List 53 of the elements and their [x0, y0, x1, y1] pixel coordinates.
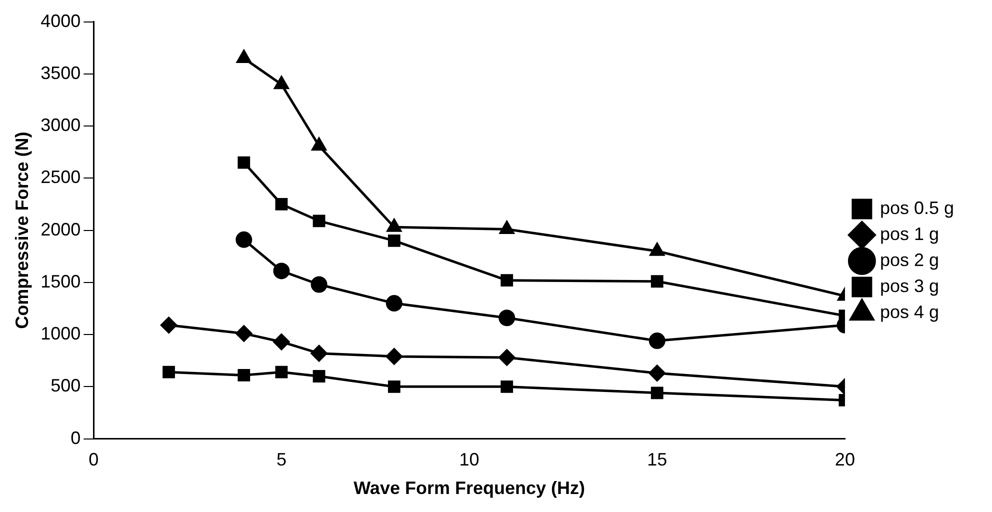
point — [236, 50, 252, 64]
point — [238, 369, 250, 382]
point — [310, 276, 328, 293]
point — [650, 386, 664, 400]
legend-label: pos 0.5 g — [880, 198, 954, 218]
point — [236, 325, 252, 342]
point — [160, 316, 178, 334]
x-tick-label: 5 — [276, 450, 286, 470]
point — [388, 380, 400, 393]
legend-label: pos 1 g — [880, 224, 939, 244]
point — [386, 295, 402, 312]
point — [238, 156, 250, 169]
x-axis-title: Wave Form Frequency (Hz) — [354, 478, 585, 498]
point — [648, 332, 666, 350]
point — [273, 334, 290, 350]
x-tick-label: 10 — [459, 450, 480, 470]
point — [273, 262, 290, 280]
y-tick-label: 3500 — [40, 62, 81, 83]
y-tick-label: 2000 — [40, 219, 81, 240]
x-tick-label: 15 — [647, 450, 668, 470]
point — [498, 310, 516, 326]
point — [650, 275, 664, 288]
y-tick-label: 500 — [50, 376, 81, 396]
point — [236, 231, 252, 248]
y-tick-label: 2500 — [40, 167, 81, 188]
point — [310, 345, 328, 362]
point — [386, 218, 402, 232]
point — [648, 364, 666, 382]
point — [498, 349, 516, 366]
point — [388, 234, 400, 247]
y-axis-title: Compressive Force (N) — [12, 132, 32, 329]
x-tick-label: 0 — [88, 450, 99, 470]
point — [386, 348, 402, 365]
point — [275, 366, 288, 378]
point — [275, 198, 288, 210]
x-tick-label: 20 — [834, 450, 855, 470]
legend-label: pos 4 g — [880, 302, 939, 322]
point — [162, 366, 175, 378]
y-tick-label: 1500 — [40, 271, 81, 292]
point — [500, 221, 514, 234]
y-tick-label: 4000 — [40, 10, 81, 31]
y-tick-label: 3000 — [40, 115, 81, 136]
point — [312, 138, 326, 151]
point — [500, 274, 514, 287]
point — [650, 242, 664, 256]
point — [312, 370, 326, 382]
y-tick-label: 0 — [70, 428, 81, 448]
legend-label: pos 2 g — [880, 250, 939, 270]
point — [274, 76, 289, 90]
point — [312, 214, 326, 228]
y-tick-label: 1000 — [40, 324, 81, 344]
legend-label: pos 3 g — [880, 276, 939, 296]
point — [500, 380, 514, 393]
